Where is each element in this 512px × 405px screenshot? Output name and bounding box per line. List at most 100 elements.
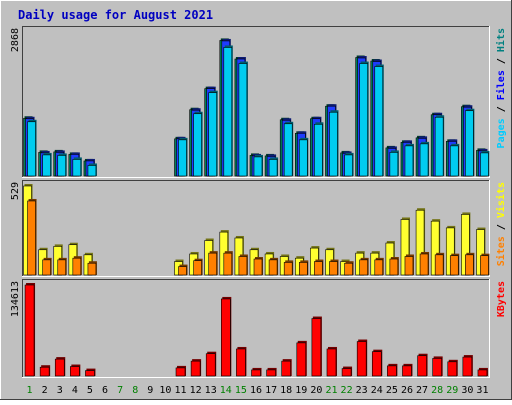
bar-sites-day-25 <box>389 257 399 276</box>
bar-face <box>449 255 459 276</box>
bar-sites-day-5 <box>87 261 97 276</box>
x-tick-label-30: 30 <box>461 385 473 396</box>
bar-pages-day-21 <box>329 110 339 177</box>
bar-face <box>344 154 353 177</box>
bar-face <box>268 159 278 177</box>
bar-face <box>190 360 201 377</box>
bar-face <box>462 356 473 377</box>
bar-face <box>205 353 216 377</box>
bar-face <box>374 66 384 177</box>
bar-pages-day-16 <box>253 154 263 177</box>
bar-kbytes-day-12 <box>190 359 202 377</box>
bar-face <box>326 348 337 377</box>
bar-sites-day-29 <box>449 253 460 276</box>
bar-face <box>314 123 323 177</box>
bar-kbytes-day-31 <box>477 367 488 377</box>
bar-sites-day-11 <box>178 264 188 276</box>
x-tick-label-18: 18 <box>280 385 292 396</box>
bar-face <box>417 355 427 377</box>
bar-face <box>253 258 263 276</box>
panel-kbytes: 134613 KBytes <box>10 279 507 378</box>
bar-face <box>480 255 489 276</box>
bar-sites-day-28 <box>434 252 445 276</box>
bar-face <box>178 266 187 276</box>
bar-kbytes-day-23 <box>356 339 368 377</box>
legend-entry-sites: Sites <box>495 236 507 266</box>
bar-kbytes-day-27 <box>417 353 428 377</box>
bar-face <box>311 318 322 377</box>
legend-separator: / <box>496 218 507 236</box>
bar-face <box>465 110 474 177</box>
bar-sites-day-26 <box>404 254 414 276</box>
bar-sites-day-20 <box>314 259 324 276</box>
y-max-label: 2868 <box>10 28 21 52</box>
bar-face <box>27 121 36 177</box>
x-tick-label-27: 27 <box>416 385 428 396</box>
bar-pages-day-31 <box>480 150 490 177</box>
bar-pages-day-2 <box>42 152 52 177</box>
x-tick-label-5: 5 <box>87 385 93 396</box>
bar-face <box>359 259 368 276</box>
bar-kbytes-day-30 <box>462 355 473 377</box>
x-tick-label-8: 8 <box>132 385 138 396</box>
bar-pages-day-18 <box>283 121 294 177</box>
bar-kbytes-day-26 <box>402 363 413 377</box>
bar-face <box>447 361 458 377</box>
panel-visits-sites: 529 Sites / Visits <box>10 180 507 277</box>
x-tick-label-4: 4 <box>72 385 78 396</box>
bar-face <box>329 111 338 177</box>
y-max-label: 134613 <box>10 281 21 317</box>
bar-sites-day-2 <box>42 257 52 276</box>
bar-face <box>27 200 36 276</box>
bar-sites-day-12 <box>193 258 203 276</box>
x-tick-label-6: 6 <box>102 385 108 396</box>
bar-pages-day-11 <box>178 137 188 177</box>
bar-face <box>465 254 474 276</box>
bar-face <box>253 156 263 177</box>
bar-kbytes-day-22 <box>341 366 353 377</box>
legend-entry-files: Files <box>495 70 507 100</box>
bar-pages-day-13 <box>208 90 218 177</box>
bar-kbytes-day-11 <box>175 365 187 377</box>
bar-pages-day-29 <box>449 143 460 177</box>
bar-pages-day-17 <box>268 157 279 177</box>
bar-kbytes-day-21 <box>326 346 337 377</box>
bar-face <box>434 254 444 276</box>
bar-face <box>434 116 444 177</box>
bar-pages-day-20 <box>314 122 324 177</box>
bar-face <box>175 367 186 377</box>
bar-face <box>39 366 50 377</box>
bar-pages-day-14 <box>223 45 233 177</box>
bar-face <box>193 260 202 276</box>
x-tick-label-15: 15 <box>235 385 247 396</box>
bar-face <box>238 63 248 177</box>
panel-legend: KBytes <box>496 281 507 317</box>
x-tick-label-22: 22 <box>341 385 353 396</box>
bar-face <box>72 257 82 276</box>
bar-kbytes-day-4 <box>70 364 81 377</box>
bar-face <box>477 369 488 377</box>
bar-sites-day-24 <box>374 257 384 276</box>
bar-face <box>268 259 278 276</box>
x-tick-label-10: 10 <box>159 385 171 396</box>
bar-face <box>387 365 397 377</box>
bar-face <box>283 123 293 177</box>
bar-sites-day-31 <box>480 253 490 276</box>
bar-face <box>57 155 67 177</box>
bar-pages-day-23 <box>359 61 369 177</box>
bar-kbytes-day-15 <box>236 346 247 377</box>
bar-sites-day-3 <box>57 257 67 276</box>
bar-face <box>419 253 429 276</box>
bar-pages-day-28 <box>434 115 445 177</box>
x-tick-label-12: 12 <box>190 385 202 396</box>
bar-face <box>208 252 218 276</box>
bar-pages-day-12 <box>193 111 203 177</box>
bar-sites-day-13 <box>208 251 218 276</box>
bar-face <box>236 348 246 377</box>
bar-sites-day-15 <box>238 254 248 276</box>
bar-kbytes-day-14 <box>221 296 232 377</box>
bar-face <box>87 262 97 276</box>
bar-face <box>314 261 323 276</box>
x-tick-label-23: 23 <box>356 385 368 396</box>
bar-kbytes-day-1 <box>24 283 36 377</box>
